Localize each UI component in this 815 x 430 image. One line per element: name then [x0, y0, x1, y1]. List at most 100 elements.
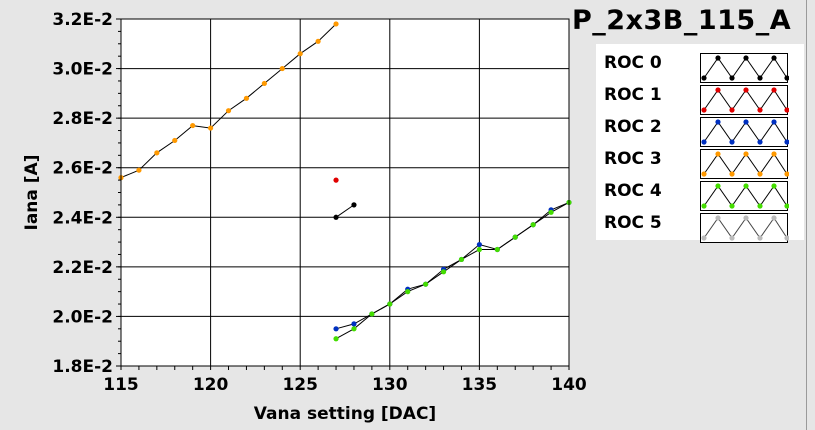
- legend-marker: [757, 203, 763, 209]
- legend-marker: [784, 171, 789, 177]
- data-point: [315, 38, 321, 44]
- data-point: [243, 95, 250, 101]
- legend-swatch-graphic: [701, 183, 789, 209]
- legend-label: ROC 0: [604, 53, 662, 73]
- legend-marker: [729, 203, 735, 209]
- data-point: [351, 321, 357, 327]
- legend-marker: [771, 151, 777, 157]
- legend-marker: [784, 139, 789, 145]
- legend-label: ROC 2: [604, 117, 662, 137]
- legend-item: ROC 5: [596, 208, 804, 243]
- legend-line: [703, 57, 788, 79]
- legend-marker: [729, 171, 735, 177]
- legend-marker: [715, 87, 721, 93]
- x-tick-label: 135: [462, 375, 498, 395]
- legend-marker: [729, 139, 735, 145]
- legend-marker: [771, 119, 777, 125]
- legend: ROC 0 ROC 1 ROC 2 ROC 3 ROC 4 ROC 5: [596, 44, 804, 243]
- y-tick-label: 2.2E-2: [52, 258, 113, 278]
- data-point: [494, 246, 500, 253]
- data-point: [512, 234, 518, 240]
- legend-marker: [701, 171, 707, 177]
- legend-swatch: [700, 149, 789, 179]
- legend-marker: [771, 87, 777, 93]
- series-points: [118, 21, 572, 342]
- data-point: [297, 51, 303, 57]
- legend-item: ROC 3: [596, 144, 804, 179]
- legend-marker: [771, 55, 777, 61]
- legend-marker: [701, 107, 707, 113]
- legend-marker: [701, 75, 707, 81]
- series-line: [335, 204, 355, 218]
- y-tick-label: 2.8E-2: [52, 109, 113, 129]
- legend-marker: [757, 107, 763, 113]
- data-point: [405, 289, 411, 295]
- legend-marker: [715, 55, 721, 61]
- data-point: [530, 222, 536, 228]
- data-point: [208, 125, 214, 131]
- y-axis-ticks: 1.8E-2 2.0E-2 2.2E-2 2.4E-2 2.6E-2 2.8E-2 3.0E…: [52, 10, 121, 377]
- data-point: [387, 301, 393, 307]
- legend-line: [703, 217, 788, 239]
- y-tick-label: 3.2E-2: [52, 10, 113, 30]
- legend-marker: [743, 215, 749, 221]
- x-tick-label: 140: [551, 375, 587, 395]
- legend-item: ROC 0: [596, 48, 804, 83]
- y-tick-label: 3.0E-2: [52, 60, 113, 80]
- legend-item: ROC 2: [596, 112, 804, 147]
- x-axis-label: Vana setting [DAC]: [254, 404, 436, 424]
- legend-marker: [743, 151, 749, 157]
- data-point: [333, 336, 339, 342]
- data-point: [351, 202, 357, 208]
- data-point: [548, 209, 554, 215]
- legend-marker: [743, 87, 749, 93]
- x-tick-label: 120: [193, 375, 229, 395]
- legend-swatch: [700, 53, 789, 83]
- legend-marker: [729, 107, 735, 113]
- legend-marker: [757, 235, 763, 241]
- legend-swatch-graphic: [701, 55, 789, 81]
- legend-marker: [784, 203, 789, 209]
- x-tick-label: 115: [103, 375, 139, 395]
- legend-marker: [715, 183, 721, 189]
- legend-marker: [701, 203, 707, 209]
- legend-marker: [715, 119, 721, 125]
- data-point: [476, 241, 482, 248]
- x-tick-label: 125: [282, 375, 318, 395]
- y-tick-label: 1.8E-2: [52, 357, 113, 377]
- data-point: [333, 177, 339, 183]
- data-point: [458, 256, 465, 263]
- data-point: [190, 122, 196, 129]
- data-point: [351, 326, 357, 332]
- data-point: [136, 167, 142, 173]
- legend-line: [703, 121, 788, 143]
- chart-title: P_2x3B_115_A: [572, 5, 792, 36]
- legend-swatch: [700, 85, 789, 115]
- legend-marker: [701, 235, 707, 241]
- legend-marker: [784, 75, 789, 81]
- data-point: [172, 137, 178, 144]
- x-tick-label: 130: [372, 375, 408, 395]
- y-tick-label: 2.6E-2: [52, 159, 113, 179]
- legend-marker: [743, 183, 749, 189]
- legend-marker: [757, 171, 763, 177]
- legend-marker: [743, 55, 749, 61]
- plot-area: [121, 19, 569, 366]
- legend-label: ROC 4: [604, 181, 662, 201]
- legend-marker: [715, 215, 721, 221]
- legend-label: ROC 1: [604, 85, 662, 105]
- data-point: [440, 269, 447, 275]
- legend-line: [703, 185, 788, 207]
- legend-item: ROC 4: [596, 176, 804, 211]
- data-point: [476, 246, 482, 253]
- legend-swatch-graphic: [701, 215, 789, 241]
- window-edge: [806, 0, 815, 430]
- legend-line: [703, 89, 788, 111]
- y-axis-label: Iana [A]: [22, 155, 42, 231]
- data-point: [261, 80, 267, 87]
- legend-marker: [771, 183, 777, 189]
- series-line: [335, 201, 570, 340]
- data-point: [423, 281, 429, 287]
- x-axis-ticks: 115 120 125 130 135 140: [103, 366, 587, 395]
- data-point: [279, 65, 285, 72]
